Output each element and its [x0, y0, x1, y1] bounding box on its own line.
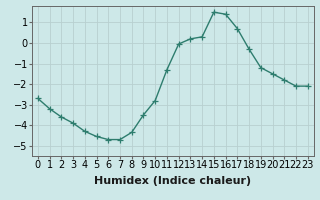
X-axis label: Humidex (Indice chaleur): Humidex (Indice chaleur) [94, 176, 252, 186]
